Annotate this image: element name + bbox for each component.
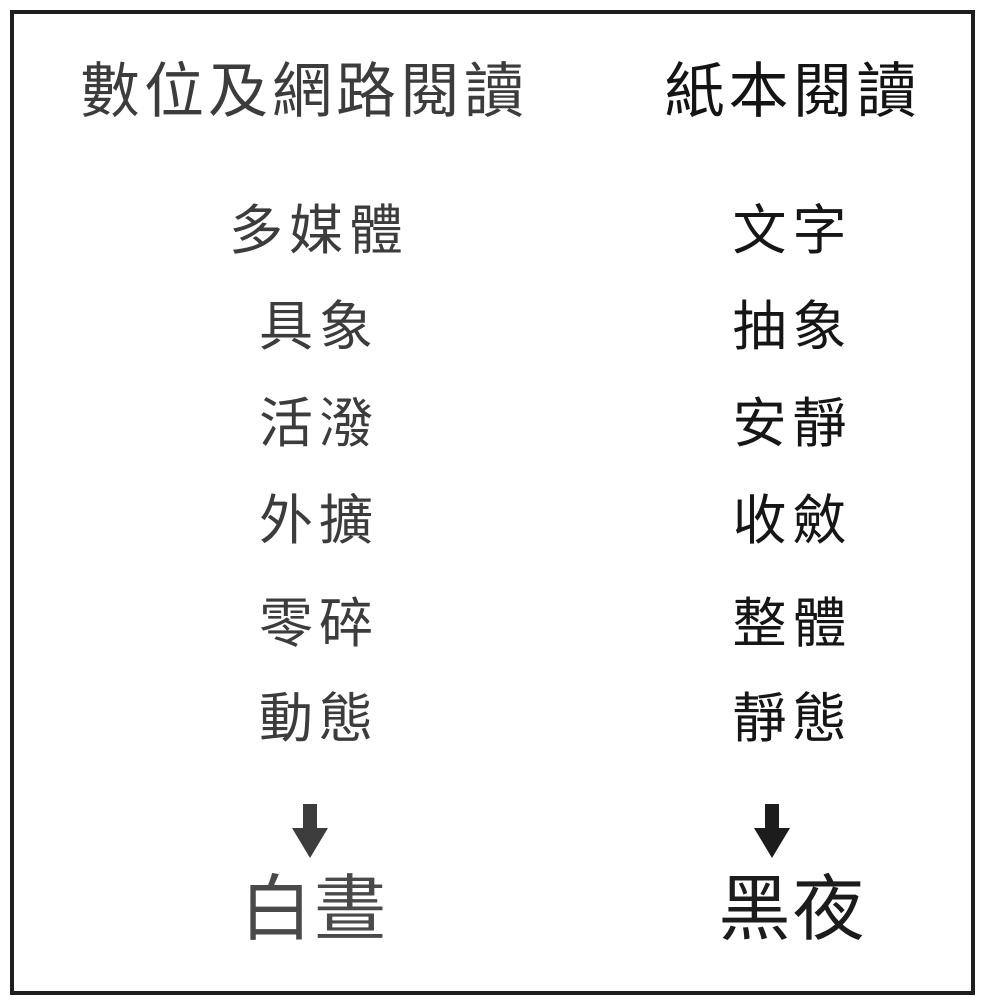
print-item-2: 抽象 — [732, 295, 853, 358]
print-item-6: 靜態 — [732, 687, 853, 750]
print-item-3: 安靜 — [732, 392, 853, 455]
diagram-frame: 數位及網路閱讀 多媒體 具象 活潑 外擴 零碎 動態 白晝 紙本閱讀 文字 抽象… — [10, 10, 975, 995]
digital-item-3: 活潑 — [259, 392, 379, 455]
digital-item-2: 具象 — [259, 295, 379, 358]
print-result: 黑夜 — [718, 867, 867, 951]
digital-item-4: 外擴 — [259, 489, 379, 552]
down-arrow-icon — [292, 804, 328, 858]
digital-item-1: 多媒體 — [229, 199, 409, 262]
digital-reading-heading: 數位及網路閱讀 — [80, 57, 528, 127]
print-reading-heading: 紙本閱讀 — [664, 57, 921, 127]
digital-item-5: 零碎 — [259, 592, 379, 655]
print-item-4: 收斂 — [732, 489, 853, 552]
print-item-5: 整體 — [732, 592, 853, 655]
digital-item-6: 動態 — [259, 687, 379, 750]
print-reading-column: 紙本閱讀 文字 抽象 安靜 收斂 整體 靜態 黑夜 — [614, 14, 971, 991]
digital-result: 白晝 — [239, 867, 388, 951]
digital-reading-column: 數位及網路閱讀 多媒體 具象 活潑 外擴 零碎 動態 白晝 — [14, 14, 614, 991]
down-arrow-icon — [754, 804, 790, 858]
print-item-1: 文字 — [732, 199, 853, 262]
